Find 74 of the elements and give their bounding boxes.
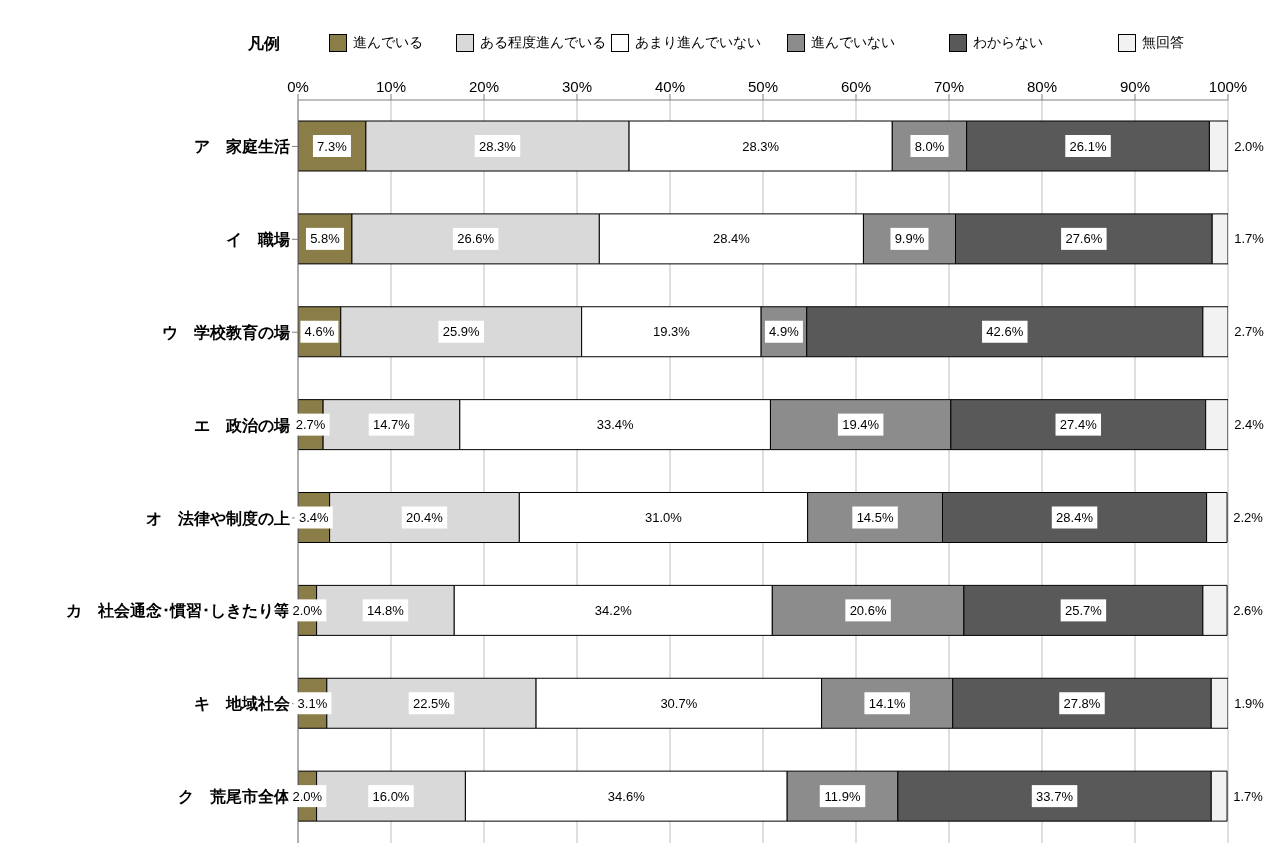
- data-label: 2.4%: [1234, 417, 1265, 433]
- y-tick-label: イ 職場: [226, 230, 290, 248]
- data-label: 25.9%: [442, 324, 481, 340]
- y-tick-label: カ 社会通念･慣習･しきたり等: [66, 602, 290, 621]
- data-label: 33.7%: [1036, 788, 1074, 804]
- x-tick-label: 50%: [747, 78, 779, 95]
- data-label: 14.7%: [373, 417, 411, 433]
- data-label: 34.2%: [594, 602, 633, 618]
- x-tick-label: 20%: [468, 78, 500, 95]
- x-tick-label: 100%: [1208, 78, 1248, 95]
- y-tick-label: キ 地域社会: [194, 695, 291, 713]
- y-tick-label: オ 法律や制度の上: [146, 508, 290, 527]
- data-label: 33.4%: [596, 417, 634, 433]
- data-label: 2.6%: [1233, 602, 1264, 618]
- data-label: 8.0%: [914, 138, 945, 154]
- data-label: 3.4%: [298, 510, 330, 525]
- x-tick-label: 60%: [840, 78, 872, 95]
- data-label: 30.7%: [660, 695, 698, 711]
- x-tick-label: 80%: [1026, 78, 1058, 95]
- data-label: 2.7%: [295, 417, 326, 433]
- data-label: 2.0%: [1234, 138, 1265, 154]
- legend-title: 凡例: [247, 34, 280, 54]
- data-label: 3.1%: [297, 695, 328, 711]
- data-label: 14.5%: [856, 510, 894, 525]
- x-tick-label: 90%: [1119, 78, 1151, 95]
- legend-label: あまり進んでいない: [634, 34, 761, 52]
- data-label: 28.3%: [742, 138, 780, 154]
- data-label: 19.4%: [842, 417, 880, 433]
- data-label: 26.1%: [1069, 138, 1107, 154]
- data-label: 20.6%: [849, 602, 887, 618]
- data-label: 42.6%: [986, 324, 1024, 340]
- x-tick-label: 10%: [375, 78, 407, 95]
- data-label: 1.7%: [1234, 231, 1265, 247]
- data-label: 27.4%: [1059, 417, 1098, 433]
- data-label: 4.6%: [304, 324, 335, 340]
- data-label: 5.8%: [310, 231, 341, 247]
- data-label: 2.0%: [292, 602, 323, 618]
- data-label: 27.6%: [1065, 231, 1103, 247]
- y-tick-label: ウ 学校教育の場: [162, 322, 290, 341]
- data-label: 20.4%: [406, 510, 444, 525]
- data-label: 28.4%: [1056, 510, 1094, 525]
- data-label: 27.8%: [1063, 695, 1101, 711]
- data-label: 25.7%: [1064, 602, 1103, 618]
- x-tick-label: 70%: [933, 78, 965, 95]
- legend-label: ある程度進んでいる: [479, 34, 606, 52]
- data-label: 16.0%: [372, 788, 410, 804]
- data-label: 28.3%: [479, 138, 517, 154]
- data-label: 28.4%: [712, 231, 751, 247]
- data-label: 14.8%: [366, 602, 405, 618]
- data-label: 2.2%: [1233, 510, 1264, 525]
- y-tick-label: ア 家庭生活: [194, 137, 290, 156]
- legend-label: 進んでいる: [352, 34, 423, 52]
- data-label: 26.6%: [457, 231, 495, 247]
- legend-label: 進んでいない: [810, 34, 895, 52]
- y-tick-label: エ 政治の場: [194, 416, 290, 434]
- data-label: 31.0%: [645, 510, 683, 525]
- data-label: 1.9%: [1234, 695, 1265, 711]
- data-label: 11.9%: [824, 788, 861, 804]
- data-label: 19.3%: [652, 324, 691, 340]
- data-label: 9.9%: [894, 231, 925, 247]
- x-tick-label: 30%: [561, 78, 593, 95]
- data-label: 2.7%: [1234, 324, 1265, 340]
- y-tick-label: ク 荒尾市全体: [178, 788, 291, 806]
- data-label: 2.0%: [292, 788, 323, 804]
- data-label: 7.3%: [317, 138, 348, 154]
- x-tick-label: 0%: [287, 78, 309, 95]
- legend-label: 無回答: [1141, 34, 1184, 52]
- data-label: 14.1%: [868, 695, 907, 711]
- data-label: 34.6%: [607, 788, 646, 804]
- data-label: 4.9%: [769, 324, 800, 340]
- legend-label: わからない: [972, 34, 1043, 52]
- x-tick-label: 40%: [654, 78, 686, 95]
- data-label: 1.7%: [1233, 788, 1264, 804]
- data-label: 22.5%: [413, 695, 451, 711]
